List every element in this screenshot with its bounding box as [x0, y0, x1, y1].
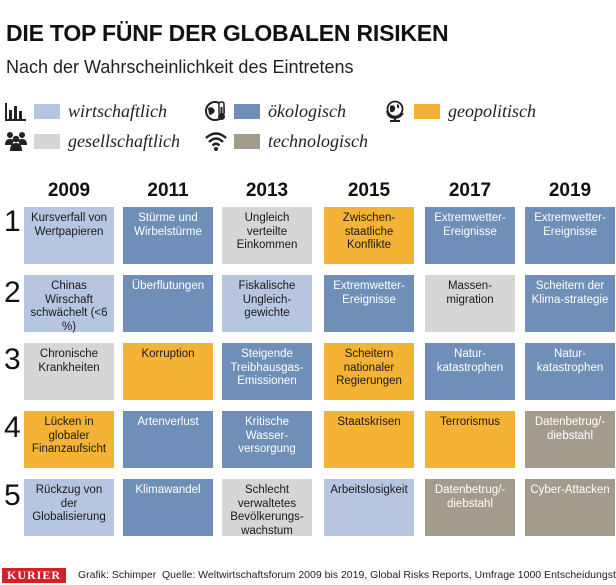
risk-cell: Staatskrisen	[324, 411, 414, 468]
legend-item-wirtschaftlich: wirtschaftlich	[4, 98, 167, 124]
risk-cell: Cyber-Attacken	[525, 479, 615, 536]
wifi-icon	[205, 132, 227, 151]
risk-cell: Stürme und Wirbelstürme	[123, 207, 213, 264]
year-header: 2017	[448, 180, 492, 201]
page-subtitle: Nach der Wahrscheinlichkeit des Eintrete…	[6, 57, 354, 77]
risk-cell: Extremwetter-Ereignisse	[425, 207, 515, 264]
risk-cell: Ungleich verteilte Einkommen	[222, 207, 312, 264]
legend-item-technologisch: technologisch	[204, 128, 368, 154]
risk-cell: Scheitern nationaler Regierungen	[324, 343, 414, 400]
rank-label: 1	[4, 205, 21, 238]
risk-cell: Rückzug von der Globalisierung	[24, 479, 114, 536]
risk-cell: Datenbetrug/-diebstahl	[525, 411, 615, 468]
rank-label: 5	[4, 479, 21, 512]
risk-cell: Chronische Krankheiten	[24, 343, 114, 400]
risk-cell: Zwischen-staatliche Konflikte	[324, 207, 414, 264]
rank-label: 3	[4, 343, 21, 376]
risk-cell: Lücken in globaler Finanzaufsicht	[24, 411, 114, 468]
risk-cell: Natur-katastrophen	[425, 343, 515, 400]
risk-cell: Massen-migration	[425, 275, 515, 332]
legend-label: technologisch	[268, 130, 368, 151]
risk-cell: Scheitern der Klima-strategie	[525, 275, 615, 332]
kurier-logo: KURIER	[2, 568, 67, 583]
rank-label: 4	[4, 411, 21, 444]
legend-label: geopolitisch	[448, 100, 536, 121]
people-icon	[5, 132, 27, 151]
legend-item-geopolitisch: geopolitisch	[384, 98, 536, 124]
year-header: 2013	[245, 180, 289, 201]
risk-cell: Extremwetter-Ereignisse	[324, 275, 414, 332]
legend-swatch	[234, 133, 260, 149]
legend-label: gesellschaftlich	[68, 130, 180, 151]
thermometer-globe-icon	[205, 101, 225, 121]
risk-cell: Chinas Wirschaft schwächelt (<6 %)	[24, 275, 114, 333]
risk-cell: Klimawandel	[123, 479, 213, 536]
year-header: 2015	[347, 180, 391, 201]
year-header: 2009	[47, 180, 91, 201]
risk-cell: Artenverlust	[123, 411, 213, 468]
risk-cell: Schlecht verwaltetes Bevölkerungs-wachst…	[222, 479, 312, 537]
risk-cell: Terrorismus	[425, 411, 515, 468]
legend-swatch	[34, 133, 60, 149]
legend-swatch	[414, 103, 440, 119]
risk-cell: Korruption	[123, 343, 213, 400]
bar-chart-icon	[5, 103, 26, 121]
risk-cell: Natur-katastrophen	[525, 343, 615, 400]
legend-item-oekologisch: ökologisch	[204, 98, 346, 124]
legend-label: ökologisch	[268, 100, 346, 121]
legend: wirtschaftlich ökologisch geopolitisch	[0, 96, 616, 156]
graphic-credit: Grafik: Schimper	[78, 569, 157, 581]
legend-swatch	[234, 103, 260, 119]
risk-cell: Kritische Wasser-versorgung	[222, 411, 312, 468]
risk-cell: Extremwetter-Ereignisse	[525, 207, 615, 264]
year-header: 2019	[548, 180, 592, 201]
risk-cell: Arbeitslosigkeit	[324, 479, 414, 536]
rank-label: 2	[4, 276, 21, 309]
legend-swatch	[34, 103, 60, 119]
risk-cell: Fiskalische Ungleich-gewichte	[222, 275, 312, 332]
risk-cell: Überflutungen	[123, 275, 213, 332]
footer: KURIER Grafik: Schimper Quelle: Weltwirt…	[0, 566, 616, 585]
legend-label: wirtschaftlich	[68, 100, 167, 121]
legend-item-gesellschaftlich: gesellschaftlich	[4, 128, 180, 154]
risk-cell: Steigende Treibhausgas-Emissionen	[222, 343, 312, 400]
page-title: DIE TOP FÜNF DER GLOBALEN RISIKEN	[6, 20, 449, 46]
source-note: Quelle: Weltwirtschaftsforum 2009 bis 20…	[162, 569, 616, 581]
risk-cell: Datenbetrug/-diebstahl	[425, 479, 515, 536]
risk-cell: Kursverfall von Wertpapieren	[24, 207, 114, 264]
globe-icon	[386, 100, 404, 122]
year-header: 2011	[147, 180, 189, 201]
risk-table: 2009 2011 2013 2015 2017 2019 1 2 3 4 5 …	[0, 180, 616, 565]
